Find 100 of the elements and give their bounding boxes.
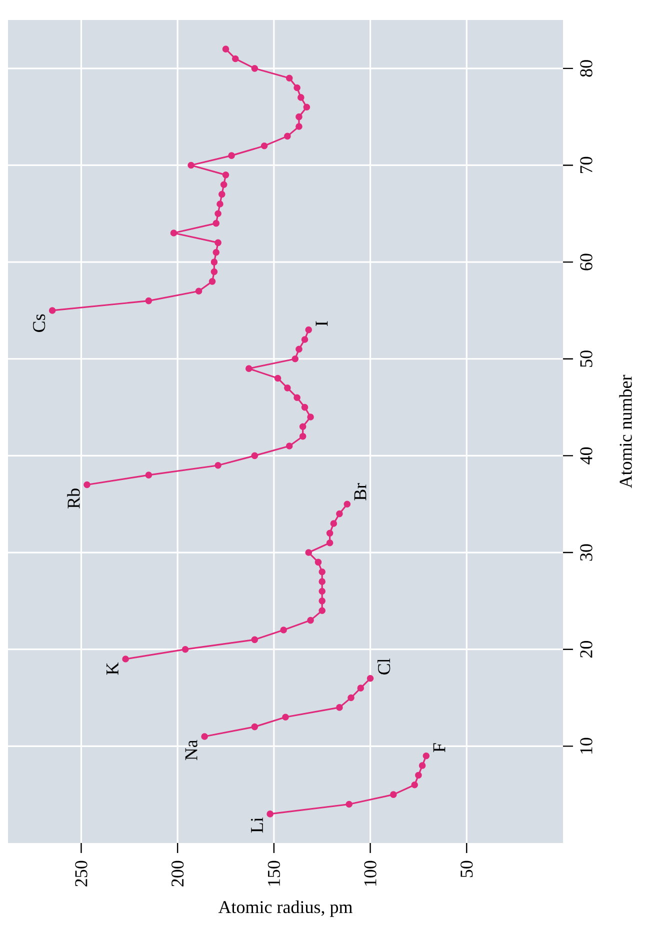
x-tick-label: 150 — [268, 860, 280, 886]
y-tick-label: 50 — [580, 350, 592, 367]
point — [48, 307, 56, 314]
point — [251, 636, 258, 644]
point — [220, 181, 228, 188]
point — [212, 220, 220, 227]
annotation: Li — [250, 817, 263, 833]
point — [84, 481, 90, 488]
annotation: F — [433, 743, 446, 752]
point — [346, 800, 352, 808]
annotation: I — [316, 321, 328, 326]
point — [214, 462, 222, 469]
point — [282, 714, 289, 721]
y-axis-title: Atomic number — [619, 374, 632, 488]
point — [296, 113, 302, 120]
point — [122, 656, 129, 662]
x-tick-label: 200 — [172, 860, 184, 886]
point — [214, 239, 222, 246]
y-tick-label: 80 — [580, 60, 592, 77]
annotation: Br — [354, 483, 366, 500]
point — [280, 626, 287, 634]
point — [216, 200, 224, 208]
point — [326, 539, 334, 546]
point — [296, 346, 302, 353]
point — [336, 510, 343, 518]
point — [307, 616, 314, 624]
annotation: Rb — [67, 488, 80, 508]
point — [301, 404, 308, 411]
point — [330, 520, 338, 527]
point — [318, 568, 326, 576]
point — [299, 423, 306, 430]
point — [422, 752, 430, 760]
point — [212, 248, 220, 256]
y-tick-label: 20 — [580, 641, 592, 658]
point — [318, 578, 326, 585]
annotation: Cs — [33, 314, 46, 332]
point — [232, 55, 239, 62]
point — [348, 694, 354, 702]
point — [318, 598, 326, 604]
x-axis-title: Atomic radius, pm — [218, 900, 352, 917]
point — [251, 65, 258, 72]
y-tick-label: 40 — [580, 447, 592, 464]
point — [366, 674, 374, 682]
point — [201, 733, 208, 740]
point — [208, 278, 216, 285]
point — [188, 162, 194, 169]
point — [318, 607, 326, 614]
y-tick-label: 70 — [580, 156, 592, 174]
x-tick-label: 250 — [75, 860, 88, 886]
point — [195, 288, 202, 295]
point — [214, 210, 222, 218]
point — [318, 588, 326, 595]
point — [218, 190, 226, 198]
y-tick-label: 60 — [580, 254, 592, 270]
point — [286, 442, 293, 450]
point — [301, 336, 308, 343]
point — [303, 104, 310, 111]
point — [284, 384, 291, 392]
point — [305, 326, 312, 334]
point — [182, 646, 189, 653]
x-tick-label: 50 — [460, 860, 473, 878]
point — [294, 394, 300, 402]
point — [170, 230, 178, 236]
point — [210, 268, 218, 276]
point — [299, 432, 306, 440]
point — [145, 297, 152, 304]
point — [292, 355, 299, 362]
y-tick-label: 30 — [580, 544, 592, 561]
point — [390, 791, 397, 798]
point — [326, 530, 334, 537]
point — [411, 782, 418, 788]
point — [260, 142, 268, 150]
point — [286, 74, 293, 82]
point — [245, 365, 252, 372]
point — [418, 762, 426, 769]
point — [222, 46, 230, 52]
point — [344, 500, 351, 508]
y-tick-label: 10 — [580, 738, 592, 754]
point — [336, 704, 343, 711]
point — [274, 374, 282, 382]
point — [307, 414, 314, 420]
point — [228, 152, 235, 159]
point — [251, 452, 258, 460]
point — [210, 258, 218, 266]
point — [251, 723, 258, 730]
point — [266, 810, 274, 818]
point — [415, 772, 422, 779]
annotation: K — [106, 662, 118, 675]
point — [294, 84, 300, 92]
point — [222, 172, 230, 178]
x-tick-label: 100 — [364, 860, 376, 886]
annotation: Na — [185, 740, 198, 760]
point — [284, 132, 291, 140]
point — [305, 549, 312, 556]
point — [296, 123, 302, 130]
point — [298, 94, 304, 101]
point — [145, 472, 152, 478]
point — [357, 684, 364, 692]
annotation: Cl — [377, 658, 390, 674]
point — [314, 558, 322, 566]
